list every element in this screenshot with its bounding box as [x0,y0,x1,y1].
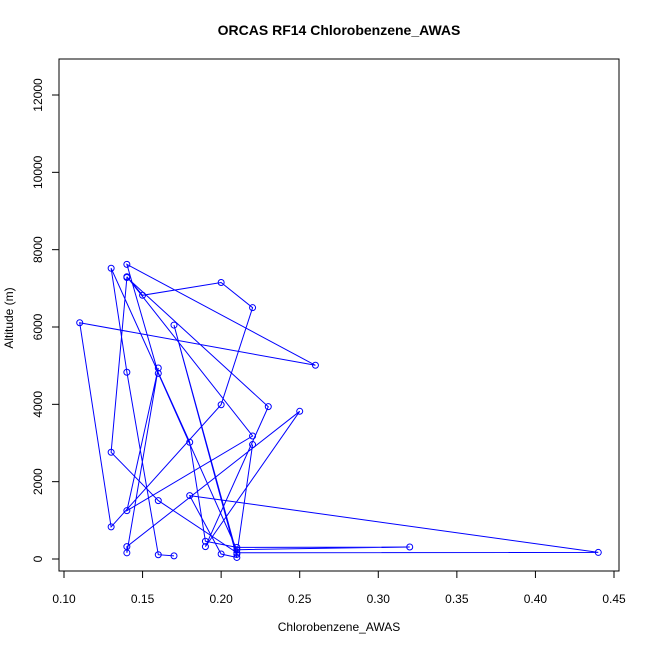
x-tick-label: 0.40 [524,592,548,606]
data-point [233,553,241,561]
data-point [170,321,178,329]
data-point [123,260,131,268]
x-tick-label: 0.25 [288,592,312,606]
data-point [217,401,225,409]
plot-frame [58,58,620,572]
x-axis: 0.10 0.15 0.20 0.25 0.30 0.35 0.40 0.45 [52,570,626,606]
x-tick-label: 0.20 [209,592,233,606]
data-point [296,407,304,415]
data-point [123,274,131,282]
chart-title: ORCAS RF14 Chlorobenzene_AWAS [218,22,461,38]
x-tick-label: 0.10 [52,592,76,606]
y-tick-label: 6000 [31,313,45,340]
data-point [107,448,115,456]
data-point [594,548,602,556]
data-point [249,441,257,449]
data-point [107,264,115,272]
x-tick-label: 0.45 [602,592,626,606]
data-point [123,507,131,515]
data-point [170,552,178,560]
data-point [264,403,272,411]
data-point [201,543,209,551]
data-point [217,279,225,287]
data-point [233,543,241,551]
y-tick-label: 10000 [31,155,45,189]
y-tick-label: 2000 [31,468,45,495]
data-point [139,291,147,299]
data-point [154,497,162,505]
data-point [186,492,194,500]
y-tick-label: 4000 [31,391,45,418]
data-point [201,537,209,545]
data-point [76,319,84,327]
data-point [154,369,162,377]
data-point [233,550,241,558]
data-point [249,304,257,312]
x-tick-label: 0.15 [131,592,155,606]
data-point [311,361,319,369]
data-point [249,432,257,440]
data-point [217,550,225,558]
x-tick-label: 0.30 [367,592,391,606]
x-tick-label: 0.35 [445,592,469,606]
series-line [79,263,599,559]
data-point [406,543,414,551]
plot-series [76,260,602,561]
y-axis-label: Altitude (m) [2,287,16,348]
data-point [123,543,131,551]
data-point [107,523,115,531]
x-axis-label: Chlorobenzene_AWAS [278,620,401,634]
data-point [154,551,162,559]
data-point [123,368,131,376]
y-axis: 0 2000 4000 6000 8000 10000 12000 [31,78,60,562]
y-tick-label: 8000 [31,236,45,263]
data-point [233,546,241,554]
y-tick-label: 12000 [31,78,45,112]
data-point [154,364,162,372]
data-point [186,438,194,446]
y-tick-label: 0 [31,555,45,562]
